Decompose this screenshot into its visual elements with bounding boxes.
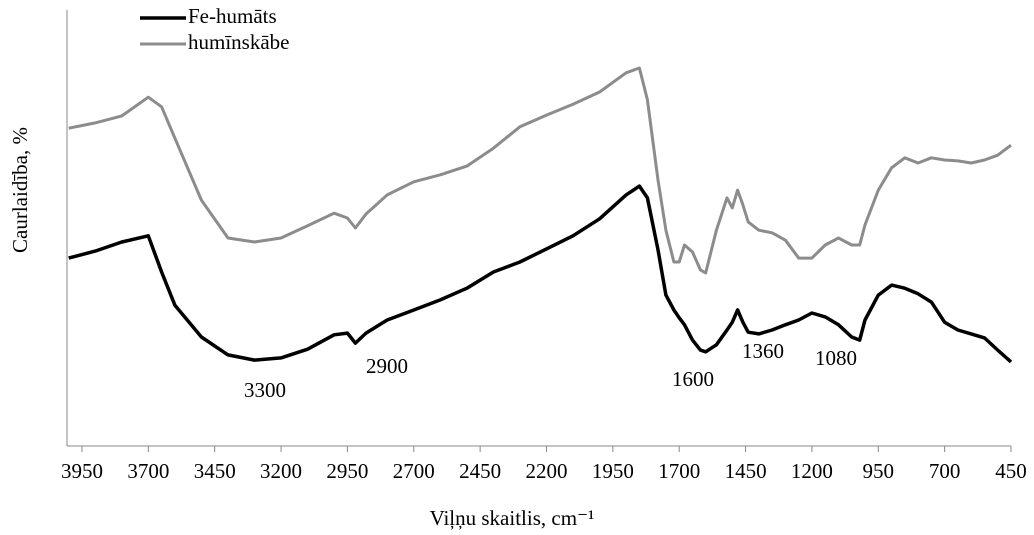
x-tick-label: 2450 xyxy=(459,459,501,483)
annotation: 1360 xyxy=(742,339,784,363)
x-axis-label: Viļņu skaitlis, cm⁻¹ xyxy=(430,506,595,530)
legend-label: Fe-humāts xyxy=(188,4,277,28)
annotation: 1600 xyxy=(672,367,714,391)
x-tick-label: 950 xyxy=(863,459,895,483)
x-tick-label: 1700 xyxy=(658,459,700,483)
legend-label: humīnskābe xyxy=(188,30,289,54)
x-tick-label: 3700 xyxy=(127,459,169,483)
x-tick-label: 1950 xyxy=(592,459,634,483)
annotation: 3300 xyxy=(244,378,286,402)
x-tick-label: 3200 xyxy=(260,459,302,483)
x-tick-label: 2950 xyxy=(326,459,368,483)
annotation: 1080 xyxy=(815,346,857,370)
x-tick-label: 700 xyxy=(929,459,961,483)
x-tick-label: 1450 xyxy=(725,459,767,483)
y-axis-label: Caurlaidība, % xyxy=(8,127,32,253)
x-tick-label: 3950 xyxy=(61,459,103,483)
annotation: 2900 xyxy=(366,354,408,378)
x-tick-label: 2700 xyxy=(393,459,435,483)
x-tick-label: 3450 xyxy=(194,459,236,483)
x-tick-label: 450 xyxy=(995,459,1027,483)
series-line xyxy=(68,66,1012,275)
x-tick-label: 2200 xyxy=(525,459,567,483)
x-tick-label: 1200 xyxy=(791,459,833,483)
series-line xyxy=(68,184,1013,364)
